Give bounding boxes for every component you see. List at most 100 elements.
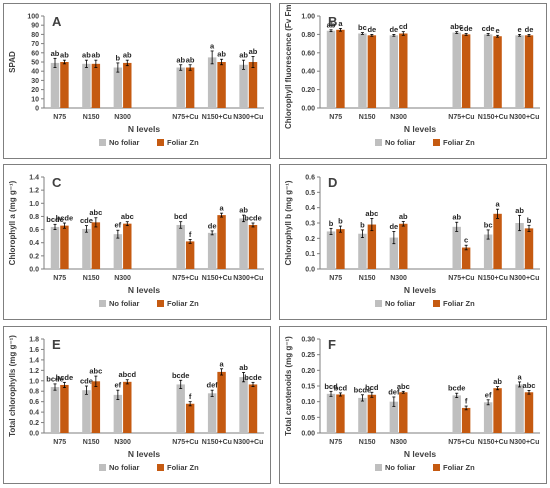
- significance-letter: ab: [82, 51, 91, 60]
- y-tick-label: 0.05: [301, 415, 315, 422]
- significance-letter: ab: [239, 206, 248, 215]
- bar-foliar-zn: [123, 223, 132, 269]
- y-tick-label: 0.8: [29, 214, 39, 221]
- bar-no-foliar: [515, 384, 524, 433]
- y-axis-label: SPAD: [8, 51, 17, 73]
- significance-letter: def: [388, 387, 400, 396]
- y-tick-label: 80: [31, 32, 39, 39]
- bar-no-foliar: [207, 393, 217, 433]
- legend-label-no-foliar: No foliar: [109, 299, 139, 308]
- significance-letter: de: [525, 25, 534, 34]
- panel-letter: D: [328, 175, 337, 190]
- significance-letter: def: [207, 381, 219, 390]
- bar-foliar-zn: [60, 62, 69, 108]
- y-tick-label: 0.0: [29, 267, 39, 274]
- bar-no-foliar: [483, 402, 493, 433]
- y-tick-label: 0.2: [29, 253, 39, 260]
- bar-foliar-zn: [123, 381, 132, 433]
- significance-letter: bcd: [334, 383, 348, 392]
- y-tick-label: 0.2: [305, 236, 315, 243]
- significance-letter: b: [527, 216, 532, 225]
- y-tick-label: 0.20: [301, 368, 315, 375]
- x-tick-label: N75+Cu: [172, 439, 198, 446]
- significance-letter: ab: [91, 51, 100, 60]
- x-tick-label: N150+Cu: [478, 439, 508, 446]
- x-tick-label: N300+Cu: [233, 114, 263, 121]
- y-tick-label: 0.4: [305, 205, 315, 212]
- y-tick-label: 0.8: [29, 389, 39, 396]
- y-tick-label: 30: [31, 78, 39, 85]
- legend-swatch-foliar-zn: [433, 464, 440, 471]
- significance-letter: bcde: [56, 214, 74, 223]
- x-tick-label: N300+Cu: [509, 275, 539, 282]
- bar-no-foliar: [50, 387, 60, 433]
- y-tick-label: 40: [31, 69, 39, 76]
- y-tick-label: 0.4: [29, 240, 39, 247]
- x-tick-label: N300: [390, 439, 407, 446]
- legend-label-foliar-zn: Foliar Zn: [443, 138, 475, 147]
- chart-panel-a: A 0 10 20 30 40 50 60 70 80 90 100 SPAD ab ab N75 ab ab N1…: [3, 3, 271, 159]
- significance-letter: bcd: [174, 212, 188, 221]
- significance-letter: de: [208, 221, 217, 230]
- significance-letter: ef: [115, 381, 122, 390]
- bar-no-foliar: [82, 63, 91, 108]
- significance-letter: b: [116, 53, 121, 62]
- y-tick-label: 0.00: [301, 106, 315, 113]
- x-tick-label: N300: [390, 114, 407, 121]
- bar-no-foliar: [207, 232, 217, 269]
- y-tick-label: 0: [35, 106, 39, 113]
- significance-letter: ab: [327, 20, 336, 29]
- bar-foliar-zn: [524, 35, 534, 108]
- significance-letter: de: [367, 25, 376, 34]
- y-tick-label: 0.40: [301, 69, 315, 76]
- significance-letter: cde: [80, 377, 93, 386]
- panel-letter: B: [328, 14, 337, 29]
- significance-letter: de: [389, 222, 398, 231]
- chart-svg-f: F 0.00 0.05 0.10 0.15 0.20 0.25 0.30 Total carot…: [284, 336, 540, 472]
- significance-letter: ef: [115, 221, 122, 230]
- chart-panel-c: C 0.0 0.2 0.4 0.6 0.8 1.0 1.2 1.4 Chlorophyll a (…: [3, 164, 271, 320]
- legend-label-foliar-zn: Foliar Zn: [167, 463, 199, 472]
- legend-label-no-foliar: No foliar: [109, 138, 139, 147]
- bar-no-foliar: [515, 223, 524, 269]
- bar-foliar-zn: [461, 247, 471, 269]
- bar-foliar-zn: [91, 63, 101, 108]
- x-tick-label: N300+Cu: [509, 114, 539, 121]
- bar-foliar-zn: [524, 392, 534, 433]
- bar-foliar-zn: [336, 229, 345, 269]
- y-tick-label: 0.6: [29, 227, 39, 234]
- chart-panel-f: F 0.00 0.05 0.10 0.15 0.20 0.25 0.30 Total carot…: [279, 326, 547, 484]
- x-tick-label: N300+Cu: [233, 275, 263, 282]
- x-axis-label: N levels: [404, 449, 436, 459]
- legend-swatch-no-foliar: [99, 139, 106, 146]
- significance-letter: ef: [485, 390, 492, 399]
- y-tick-label: 1.4: [29, 357, 39, 364]
- y-tick-label: 1.0: [29, 201, 39, 208]
- legend-label-foliar-zn: Foliar Zn: [443, 463, 475, 472]
- bar-foliar-zn: [185, 241, 195, 269]
- bar-foliar-zn: [60, 225, 69, 269]
- legend-swatch-foliar-zn: [157, 464, 164, 471]
- panel-letter: C: [52, 175, 62, 190]
- bar-foliar-zn: [217, 62, 226, 108]
- y-tick-label: 1.6: [29, 347, 39, 354]
- legend-swatch-foliar-zn: [433, 139, 440, 146]
- x-tick-label: N75+Cu: [448, 439, 474, 446]
- legend-swatch-no-foliar: [99, 300, 106, 307]
- legend-label-foliar-zn: Foliar Zn: [167, 299, 199, 308]
- bar-no-foliar: [358, 33, 367, 109]
- y-tick-label: 0.1: [305, 251, 315, 258]
- bar-foliar-zn: [493, 36, 502, 108]
- bar-no-foliar: [515, 35, 524, 108]
- y-tick-label: 0.3: [305, 221, 315, 228]
- bar-no-foliar: [176, 384, 185, 433]
- significance-letter: abc: [365, 209, 378, 218]
- x-tick-label: N150: [359, 439, 376, 446]
- significance-letter: abc: [89, 208, 102, 217]
- x-tick-label: N75: [329, 439, 342, 446]
- y-axis-label: Total chlorophylls (mg g⁻¹): [8, 335, 17, 437]
- y-axis-label: Chlorophyll a (mg g⁻¹): [8, 180, 17, 265]
- significance-letter: f: [465, 397, 468, 406]
- x-tick-label: N75: [53, 114, 66, 121]
- y-axis-label: Total carotenoids (mg g⁻¹): [284, 336, 293, 436]
